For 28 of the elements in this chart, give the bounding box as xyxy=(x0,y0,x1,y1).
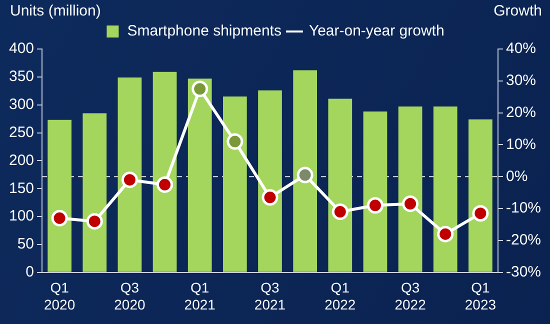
y2-tick-label: 10% xyxy=(506,136,536,153)
y-tick-label: 250 xyxy=(8,124,34,141)
x-tick-label: Q1 2021 xyxy=(184,280,216,312)
x-tick-label: Q3 2020 xyxy=(114,280,146,312)
y-tick-label: 300 xyxy=(8,96,34,113)
y-tick-label: 200 xyxy=(8,152,34,169)
y-tick-label: 50 xyxy=(17,236,34,253)
x-tick-label: Q3 2022 xyxy=(394,280,426,312)
x-tick-label: Q1 2020 xyxy=(44,280,76,312)
x-tick-label: Q3 2021 xyxy=(254,280,286,312)
y2-tick-label: 0% xyxy=(506,168,528,185)
y2-tick-label: -10% xyxy=(506,200,542,217)
y-tick-label: 400 xyxy=(8,40,34,58)
y2-tick-label: 20% xyxy=(506,104,536,121)
x-tick-label: Q1 2023 xyxy=(464,280,496,312)
y-axis-title: Units (million) xyxy=(10,2,101,20)
y2-tick-label: -20% xyxy=(506,232,542,249)
legend-label: Smartphone shipments xyxy=(127,22,282,40)
y2-tick-label: -30% xyxy=(506,264,542,281)
y-tick-label: 350 xyxy=(8,68,34,86)
y-tick-label: 150 xyxy=(8,180,34,197)
y2-axis-title: Growth xyxy=(494,2,542,20)
x-tick-label: Q1 2022 xyxy=(324,280,356,312)
y2-tick-label: 40% xyxy=(506,40,536,58)
y2-tick-label: 30% xyxy=(506,72,536,90)
y-tick-label: 100 xyxy=(8,208,34,225)
y-tick-label: 0 xyxy=(26,264,34,281)
legend-label: Year-on-year growth xyxy=(308,22,444,40)
